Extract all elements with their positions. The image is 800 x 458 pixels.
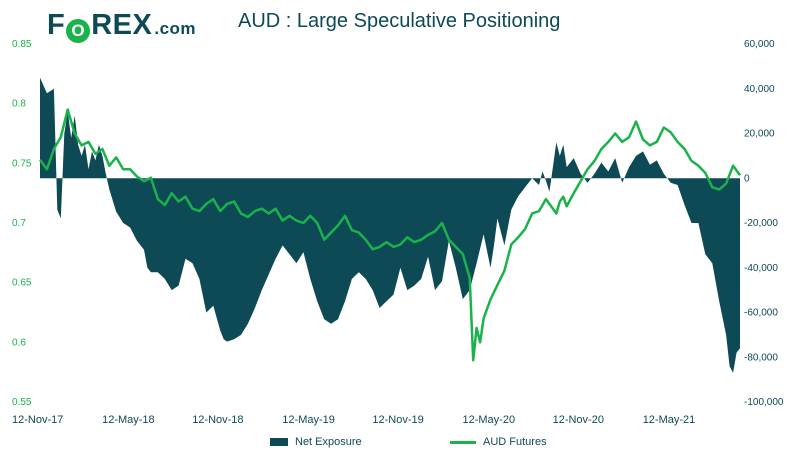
left-axis-tick-label: 0.55 bbox=[12, 397, 32, 408]
left-axis-tick-label: 0.65 bbox=[12, 278, 32, 289]
legend-net-exposure: Net Exposure bbox=[270, 436, 362, 448]
x-axis-tick-label: 12-May-21 bbox=[643, 414, 696, 426]
net-exposure-area bbox=[40, 77, 740, 373]
right-axis-tick-label: 20,000 bbox=[744, 129, 775, 140]
left-axis-tick-label: 0.85 bbox=[12, 39, 32, 50]
x-axis-tick-label: 12-Nov-18 bbox=[192, 414, 243, 426]
aud-futures-line bbox=[38, 108, 742, 362]
right-axis-tick-label: -80,000 bbox=[744, 352, 778, 363]
logo-mark: O bbox=[66, 19, 91, 43]
right-axis-tick-label: 40,000 bbox=[744, 84, 775, 95]
x-axis-tick-label: 12-May-19 bbox=[282, 414, 335, 426]
left-axis-tick-label: 0.75 bbox=[12, 158, 32, 169]
chart-legend: Net Exposure AUD Futures bbox=[0, 436, 800, 454]
legend-swatch-aud-futures bbox=[450, 440, 476, 444]
logo-main: REX bbox=[91, 9, 153, 41]
legend-label-aud-futures: AUD Futures bbox=[483, 436, 547, 448]
logo-suffix: .com bbox=[154, 19, 197, 38]
x-axis-tick-label: 12-Nov-20 bbox=[553, 414, 604, 426]
right-axis-tick-label: -60,000 bbox=[744, 308, 778, 319]
legend-label-net-exposure: Net Exposure bbox=[295, 436, 362, 448]
right-axis-tick-label: -100,000 bbox=[744, 397, 784, 408]
x-axis-tick-label: 12-May-18 bbox=[102, 414, 155, 426]
forex-logo: F O REX .com bbox=[47, 8, 197, 43]
chart-title: AUD : Large Speculative Positioning bbox=[238, 10, 561, 32]
x-axis-tick-label: 12-Nov-17 bbox=[12, 414, 63, 426]
logo-prefix: F bbox=[47, 9, 66, 41]
legend-aud-futures: AUD Futures bbox=[450, 436, 547, 448]
left-axis-tick-label: 0.6 bbox=[12, 337, 26, 348]
right-axis-tick-label: 60,000 bbox=[744, 39, 775, 50]
right-axis-tick-label: -20,000 bbox=[744, 218, 778, 229]
left-axis-tick-label: 0.7 bbox=[12, 218, 26, 229]
right-axis-tick-label: -40,000 bbox=[744, 263, 778, 274]
x-axis-tick-label: 12-May-20 bbox=[463, 414, 516, 426]
left-axis-tick-label: 0.8 bbox=[12, 99, 26, 110]
x-axis-tick-label: 12-Nov-19 bbox=[372, 414, 423, 426]
legend-swatch-net-exposure bbox=[270, 438, 288, 446]
right-axis-tick-label: 0 bbox=[744, 173, 750, 184]
